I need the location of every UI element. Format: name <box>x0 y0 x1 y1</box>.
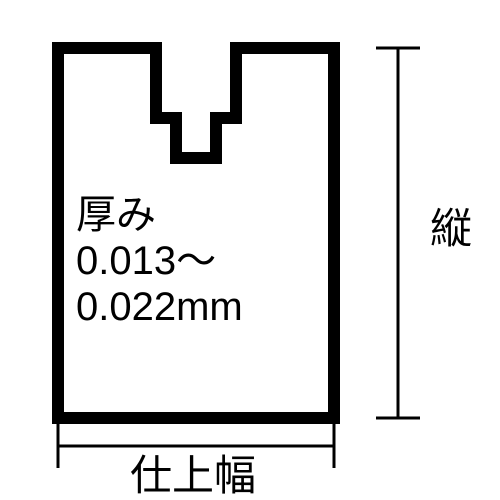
thickness-line-1: 厚み <box>76 192 243 238</box>
height-dimension-bracket <box>376 48 420 418</box>
width-label: 仕上幅 <box>130 452 256 500</box>
diagram-svg <box>0 0 500 500</box>
thickness-label: 厚み 0.013～ 0.022mm <box>76 192 243 330</box>
thickness-line-3: 0.022mm <box>76 284 243 330</box>
thickness-line-2: 0.013～ <box>76 238 243 284</box>
height-label: 縦 <box>430 205 472 253</box>
diagram-stage: 厚み 0.013～ 0.022mm 縦 仕上幅 <box>0 0 500 500</box>
